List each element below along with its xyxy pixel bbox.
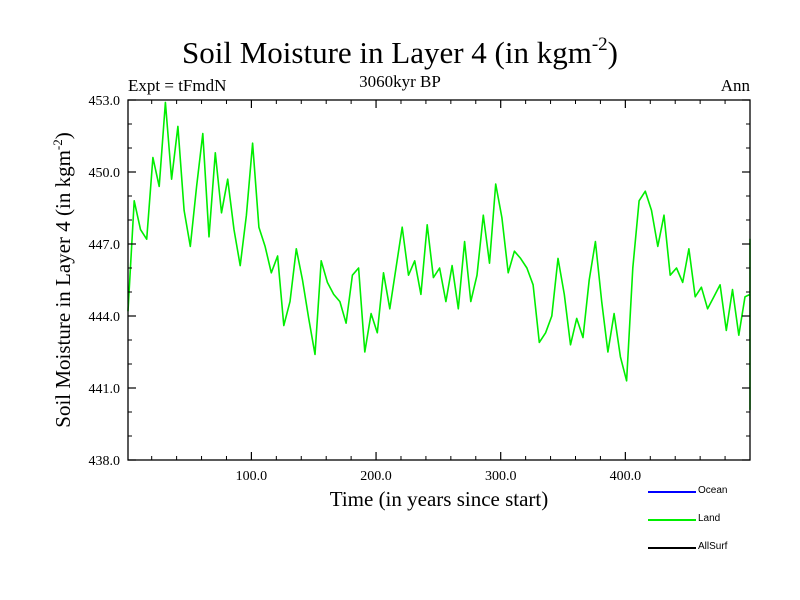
- period-label: 3060kyr BP: [359, 72, 441, 91]
- y-tick-label: 453.0: [89, 94, 121, 109]
- x-axis-label: Time (in years since start): [330, 487, 549, 511]
- legend-line-land: [648, 519, 696, 521]
- x-tick-label: 100.0: [236, 469, 268, 484]
- series-line-land: [127, 101, 751, 411]
- legend-label-land: Land: [698, 513, 721, 524]
- y-axis-label-main: Soil Moisture in Layer 4 (in kgm: [51, 150, 75, 428]
- chart-title: Soil Moisture in Layer 4 (in kgm-2): [0, 33, 800, 73]
- y-tick-label: 447.0: [89, 238, 121, 253]
- legend-item-land: Land: [648, 513, 798, 527]
- legend-line-allsurf: [648, 547, 696, 549]
- x-tick-label: 200.0: [360, 469, 392, 484]
- y-axis-label: Soil Moisture in Layer 4 (in kgm-2): [50, 132, 75, 427]
- legend-item-ocean: Ocean: [648, 485, 798, 499]
- legend-line-ocean: [648, 491, 696, 493]
- ticks-layer: 438.0 441.0 444.0 447.0 450.0 453.0 100.0 200.0…: [89, 94, 750, 484]
- y-axis-label-exponent: -2: [50, 139, 65, 150]
- legend-item-allsurf: AllSurf: [648, 541, 798, 555]
- y-tick-label: 444.0: [89, 310, 121, 325]
- y-axis-label-end: ): [51, 132, 75, 139]
- experiment-label: Expt = tFmdN: [128, 76, 227, 95]
- y-tick-label: 441.0: [89, 382, 121, 397]
- legend-label-allsurf: AllSurf: [698, 541, 728, 552]
- season-label: Ann: [720, 76, 750, 95]
- x-tick-label: 400.0: [610, 469, 642, 484]
- chart-title-end: ): [607, 35, 618, 70]
- legend-label-ocean: Ocean: [698, 485, 728, 496]
- x-tick-label: 300.0: [485, 469, 517, 484]
- y-tick-label: 450.0: [89, 166, 121, 181]
- chart-title-main: Soil Moisture in Layer 4 (in kgm: [182, 35, 592, 70]
- plot-data-layer: [127, 101, 751, 411]
- plot-frame: [127, 99, 751, 461]
- y-tick-label: 438.0: [89, 454, 121, 469]
- chart-title-exponent: -2: [591, 34, 608, 55]
